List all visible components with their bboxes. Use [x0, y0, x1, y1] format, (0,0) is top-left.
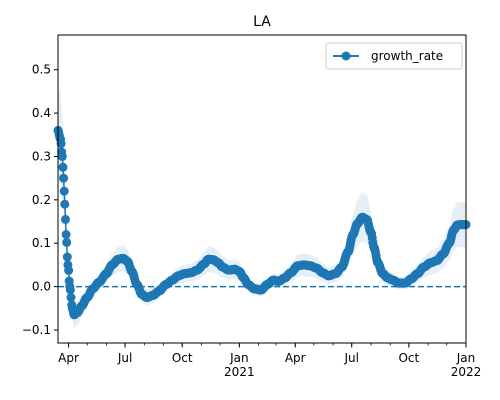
- x-tick-label: Apr: [285, 351, 306, 365]
- y-tick-label: 0.0: [32, 280, 51, 294]
- data-point: [60, 199, 70, 209]
- data-point: [61, 230, 71, 239]
- legend: growth_rate: [325, 42, 463, 70]
- axes-frame: [57, 34, 467, 344]
- chart-title: LA: [253, 14, 271, 30]
- x-tick-label: Jul: [343, 351, 358, 365]
- legend-label: growth_rate: [371, 49, 443, 63]
- y-tick-label: 0.1: [32, 236, 51, 250]
- x-tick-year-label: 2022: [451, 365, 482, 379]
- legend-box: [325, 42, 463, 70]
- data-point: [65, 285, 75, 295]
- y-tick-label: 0.3: [32, 149, 51, 163]
- data-point: [59, 186, 69, 196]
- y-tick-label: 0.5: [32, 63, 51, 77]
- x-tick-year-label: 2021: [224, 365, 255, 379]
- y-tick-label: −0.1: [22, 323, 51, 337]
- legend-marker: [341, 51, 351, 61]
- y-tick-label: 0.2: [32, 193, 51, 207]
- data-point: [56, 139, 66, 149]
- x-tick-label: Oct: [172, 351, 193, 365]
- plot-area: [53, 81, 471, 328]
- data-point: [59, 173, 69, 183]
- data-point: [57, 152, 67, 161]
- data-point: [61, 214, 70, 224]
- data-point: [58, 162, 68, 172]
- y-tick-label: 0.4: [32, 106, 51, 120]
- data-point: [62, 237, 72, 247]
- x-tick-label: Jan: [456, 351, 476, 365]
- x-tick-label: Oct: [398, 351, 419, 365]
- x-tick-label: Apr: [58, 351, 79, 365]
- x-tick-label: Jul: [117, 351, 132, 365]
- data-point: [62, 252, 72, 262]
- data-point: [64, 266, 74, 275]
- data-point: [66, 293, 76, 302]
- x-tick-label: Jan: [229, 351, 249, 365]
